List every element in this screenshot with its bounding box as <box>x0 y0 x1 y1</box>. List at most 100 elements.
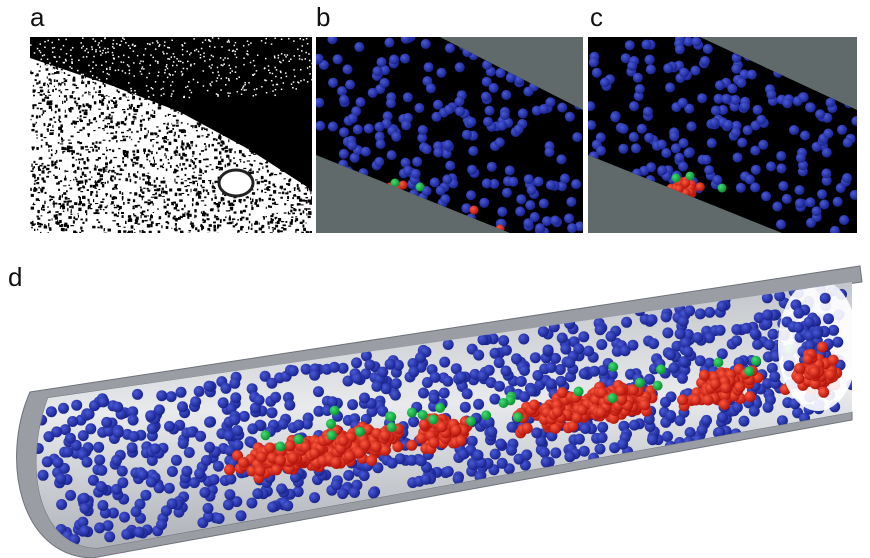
speck <box>128 57 130 59</box>
speck <box>192 87 195 89</box>
speck <box>184 42 186 44</box>
speck <box>177 99 180 100</box>
speck <box>283 224 286 226</box>
speck <box>165 212 167 215</box>
speck <box>66 171 68 172</box>
speck <box>81 230 84 232</box>
speck <box>207 218 210 220</box>
speck <box>261 58 262 59</box>
particle <box>134 527 145 538</box>
speck <box>244 84 246 86</box>
speck <box>134 145 136 147</box>
particle <box>443 466 454 477</box>
particle <box>647 314 658 325</box>
speck <box>111 180 113 182</box>
speck <box>127 100 130 101</box>
speck <box>268 65 270 67</box>
particle <box>171 455 182 466</box>
speck <box>156 177 158 180</box>
particle <box>53 457 64 468</box>
speck <box>100 201 103 203</box>
speck <box>290 162 293 164</box>
speck <box>72 55 75 56</box>
speck <box>40 43 42 45</box>
particle <box>439 357 450 368</box>
speck <box>98 94 101 96</box>
particle <box>600 78 610 88</box>
speck <box>148 149 151 151</box>
speck <box>89 179 91 181</box>
particle <box>458 449 469 460</box>
speck <box>153 67 156 68</box>
speck <box>62 101 63 104</box>
speck <box>175 71 177 73</box>
speck <box>306 38 308 40</box>
particle <box>546 180 556 190</box>
speck <box>300 80 302 82</box>
speck <box>60 130 63 133</box>
speck <box>205 50 208 52</box>
speck <box>239 74 241 76</box>
particle <box>625 40 635 50</box>
speck <box>185 174 187 176</box>
speck <box>179 103 182 104</box>
speck <box>49 90 51 92</box>
speck <box>72 107 74 109</box>
speck <box>124 154 127 157</box>
speck <box>65 59 67 61</box>
speck <box>278 192 281 193</box>
speck <box>129 48 131 50</box>
particle <box>353 125 363 135</box>
speck <box>78 107 80 109</box>
speck <box>62 206 65 209</box>
speck <box>251 223 252 226</box>
speck <box>148 96 150 98</box>
particle <box>661 311 672 322</box>
speck <box>250 201 252 204</box>
speck <box>242 87 244 89</box>
particle <box>782 194 792 204</box>
speck <box>248 44 250 46</box>
speck <box>120 61 122 63</box>
speck <box>149 160 150 162</box>
speck <box>105 162 108 165</box>
speck <box>235 42 237 44</box>
particle <box>416 433 427 444</box>
speck <box>266 207 267 209</box>
speck <box>104 229 105 231</box>
particle <box>629 132 639 142</box>
speck <box>224 45 227 46</box>
speck <box>157 208 158 210</box>
speck <box>57 85 59 87</box>
speck <box>192 198 194 201</box>
speck <box>172 81 174 83</box>
speck <box>205 145 206 147</box>
particle <box>597 422 608 433</box>
particle <box>42 456 53 467</box>
particle <box>703 44 713 54</box>
particle <box>750 146 760 156</box>
speck <box>241 127 244 129</box>
particle <box>679 356 690 367</box>
speck <box>308 199 311 202</box>
speck <box>32 124 35 125</box>
speck <box>270 232 273 235</box>
speck <box>191 57 194 60</box>
speck <box>306 101 309 104</box>
speck <box>60 143 63 144</box>
speck <box>261 40 263 42</box>
speck <box>146 49 147 52</box>
particle <box>213 461 224 472</box>
speck <box>148 200 151 201</box>
speck <box>236 223 238 225</box>
speck <box>192 74 193 77</box>
speck <box>108 93 110 95</box>
speck <box>144 150 146 151</box>
speck <box>303 210 305 213</box>
speck <box>110 160 112 163</box>
speck <box>58 127 60 130</box>
speck <box>122 37 124 39</box>
speck <box>258 40 259 42</box>
particle <box>743 125 753 135</box>
speck <box>31 85 33 87</box>
